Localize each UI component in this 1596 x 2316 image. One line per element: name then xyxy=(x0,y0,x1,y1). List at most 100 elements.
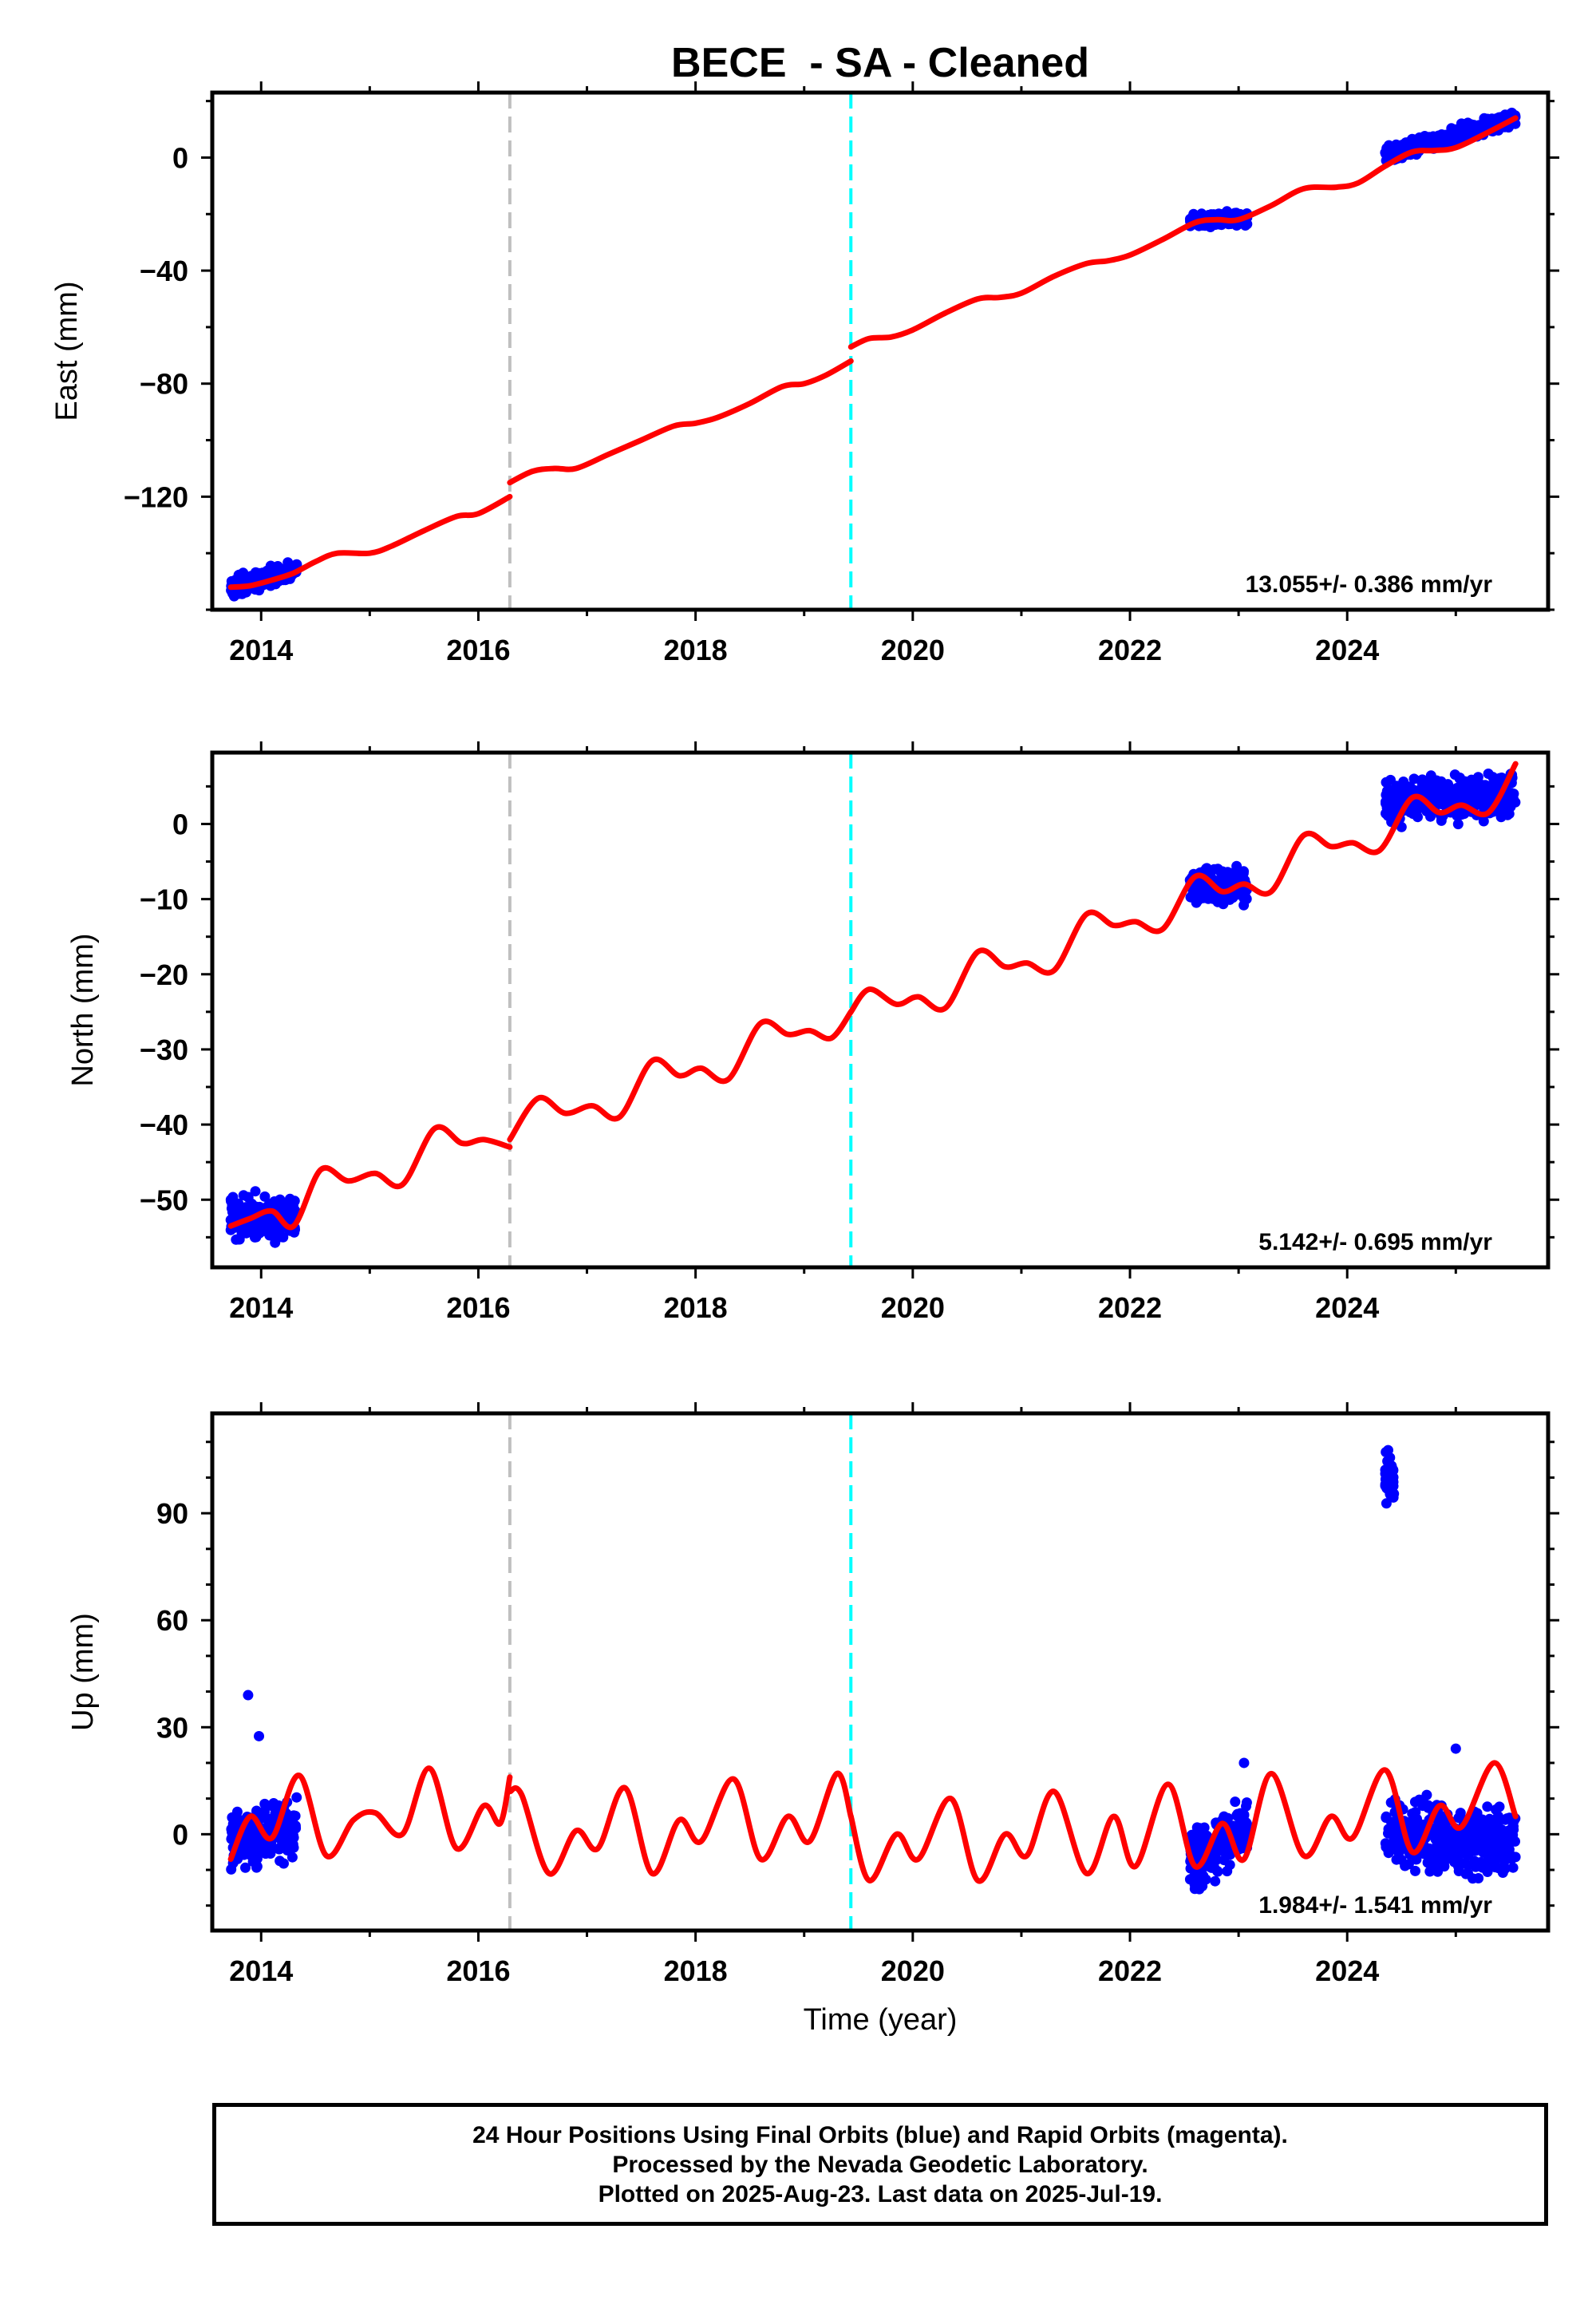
x-tick-label: 2024 xyxy=(1315,1954,1379,1987)
y-tick-label: 30 xyxy=(156,1711,188,1744)
data-point xyxy=(236,1202,247,1213)
data-point xyxy=(243,1192,254,1203)
data-point xyxy=(1428,1830,1439,1841)
data-point xyxy=(1223,208,1235,219)
data-point xyxy=(1393,785,1404,796)
plot-area xyxy=(225,753,1521,1267)
data-point xyxy=(1381,1839,1393,1850)
data-point xyxy=(291,1792,302,1803)
x-tick-label: 2014 xyxy=(229,1291,293,1324)
data-point xyxy=(1508,1824,1519,1836)
data-point xyxy=(1385,1487,1396,1498)
data-point xyxy=(282,1202,293,1213)
data-point xyxy=(1452,819,1464,830)
data-point xyxy=(1409,1796,1420,1808)
data-point xyxy=(1490,1842,1500,1853)
x-tick-label: 2022 xyxy=(1098,634,1162,666)
data-point xyxy=(231,1806,243,1817)
y-tick-label: −30 xyxy=(140,1034,188,1066)
data-point xyxy=(1210,1875,1221,1887)
info-line-dates: Plotted on 2025-Aug-23. Last data on 202… xyxy=(598,2180,1163,2207)
data-point xyxy=(259,1191,271,1202)
data-point xyxy=(1465,1833,1476,1844)
data-point xyxy=(1396,821,1407,832)
data-point xyxy=(286,1852,298,1863)
data-point xyxy=(1460,776,1471,787)
data-point xyxy=(1416,1819,1428,1830)
x-tick-label: 2016 xyxy=(446,634,510,666)
data-point xyxy=(1484,115,1495,126)
data-point xyxy=(1386,1464,1397,1476)
data-point xyxy=(1483,1826,1494,1837)
x-tick-label: 2024 xyxy=(1315,634,1379,666)
data-point xyxy=(1416,775,1427,786)
data-point xyxy=(1507,1862,1519,1873)
data-point xyxy=(1452,134,1464,145)
data-point xyxy=(1231,860,1242,871)
data-point xyxy=(1456,809,1467,820)
y-axis-label: North (mm) xyxy=(66,933,100,1086)
data-point xyxy=(251,1227,263,1237)
x-tick-label: 2022 xyxy=(1098,1954,1162,1987)
data-point xyxy=(1201,863,1212,874)
y-axis-label: Up (mm) xyxy=(66,1613,100,1731)
data-point xyxy=(279,1836,290,1848)
y-tick-label: −10 xyxy=(140,883,188,916)
y-tick-label: −80 xyxy=(140,368,188,401)
info-box: 24 Hour Positions Using Final Orbits (bl… xyxy=(212,2103,1548,2226)
data-point xyxy=(1471,1808,1482,1819)
data-point xyxy=(1412,812,1423,823)
data-point xyxy=(267,1221,278,1232)
data-point xyxy=(1425,770,1436,781)
data-point xyxy=(1409,1837,1420,1848)
data-point xyxy=(1455,1808,1466,1819)
panel-up: 2014 2016 2018 2020 2022 2024 0 30 60 90 Up (mm) 1.… xyxy=(66,1402,1559,1987)
data-point xyxy=(1480,796,1491,807)
data-point xyxy=(1504,1849,1515,1860)
data-point xyxy=(1494,1801,1505,1812)
x-tick-label: 2014 xyxy=(229,1954,293,1987)
data-point xyxy=(240,1862,251,1873)
y-tick-label: −120 xyxy=(124,480,188,513)
data-point xyxy=(251,1862,262,1873)
data-point xyxy=(1240,1826,1251,1837)
info-line-orbits: 24 Hour Positions Using Final Orbits (bl… xyxy=(472,2121,1288,2148)
x-tick-label: 2024 xyxy=(1315,1291,1379,1324)
data-point xyxy=(1219,1811,1230,1822)
y-axis-label: East (mm) xyxy=(50,281,84,421)
data-point xyxy=(1505,801,1516,812)
data-point xyxy=(1432,1841,1444,1852)
rate-label: 1.984+/- 1.541 mm/yr xyxy=(1258,1892,1492,1919)
data-point xyxy=(1396,1854,1407,1865)
data-point xyxy=(1418,1797,1429,1808)
data-point xyxy=(1200,1874,1211,1885)
x-tick-label: 2020 xyxy=(881,1954,945,1987)
y-tick-label: 0 xyxy=(172,1818,188,1851)
data-point xyxy=(1452,790,1463,801)
data-point xyxy=(1480,787,1491,798)
data-point xyxy=(275,1856,286,1867)
data-point xyxy=(1238,899,1250,911)
data-point xyxy=(1224,1860,1235,1871)
data-point xyxy=(287,1828,298,1840)
model-curve xyxy=(507,1009,854,1143)
data-point xyxy=(1469,1856,1480,1867)
model-curve xyxy=(847,761,1519,1015)
model-curve xyxy=(847,1760,1519,1884)
data-point xyxy=(1241,1800,1251,1812)
data-point xyxy=(236,1847,247,1858)
data-point xyxy=(1419,136,1430,148)
x-tick-label: 2018 xyxy=(664,634,728,666)
data-point xyxy=(1422,1857,1433,1868)
data-point xyxy=(264,1230,275,1241)
data-point xyxy=(1381,777,1392,788)
data-point xyxy=(1449,1856,1460,1867)
data-point xyxy=(1482,1801,1493,1812)
y-tick-label: 90 xyxy=(156,1497,188,1530)
data-point xyxy=(277,1827,288,1838)
data-point xyxy=(227,1199,238,1211)
x-tick-label: 2016 xyxy=(446,1954,510,1987)
data-point xyxy=(1212,896,1223,907)
data-point xyxy=(278,1231,289,1243)
